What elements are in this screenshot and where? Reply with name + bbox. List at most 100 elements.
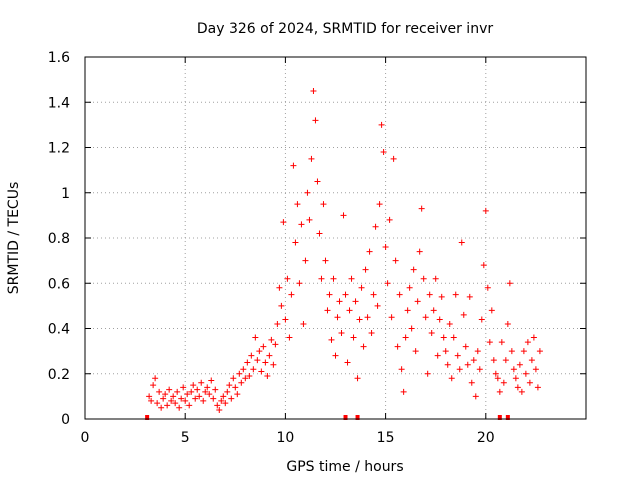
- x-tick-labels: 0 5 10 15 20: [81, 430, 495, 446]
- data-point: [304, 189, 311, 196]
- data-point: [310, 87, 317, 94]
- data-point: [314, 178, 321, 185]
- data-point: [286, 334, 293, 341]
- data-point: [220, 393, 227, 400]
- axis-ticks: [84, 56, 586, 420]
- y-tick-label: 1.2: [48, 141, 70, 157]
- data-point: [490, 357, 497, 364]
- data-point: [448, 375, 455, 382]
- chart-title: Day 326 of 2024, SRMTID for receiver inv…: [197, 21, 493, 37]
- data-point: [376, 201, 383, 208]
- data-point: [414, 298, 421, 305]
- data-point: [198, 379, 205, 386]
- data-point: [514, 384, 521, 391]
- data-point: [374, 302, 381, 309]
- data-point: [424, 370, 431, 377]
- data-point: [242, 375, 249, 382]
- data-point: [468, 379, 475, 386]
- data-point: [336, 298, 343, 305]
- data-point: [180, 384, 187, 391]
- data-point: [344, 359, 351, 366]
- data-point: [260, 343, 267, 350]
- data-point: [186, 402, 193, 409]
- data-point: [184, 391, 191, 398]
- data-point: [300, 320, 307, 327]
- data-point: [366, 248, 373, 255]
- data-point: [320, 201, 327, 208]
- data-point: [264, 373, 271, 380]
- data-point: [338, 330, 345, 337]
- data-point: [206, 391, 213, 398]
- data-point: [462, 343, 469, 350]
- data-point: [410, 266, 417, 273]
- data-point: [330, 275, 337, 282]
- data-point: [238, 379, 245, 386]
- data-point: [322, 257, 329, 264]
- data-point: [450, 334, 457, 341]
- data-point: [380, 149, 387, 156]
- data-point: [248, 352, 255, 359]
- data-point: [266, 352, 273, 359]
- data-point: [470, 357, 477, 364]
- data-point: [252, 334, 259, 341]
- data-point: [420, 275, 427, 282]
- data-point: [162, 391, 169, 398]
- data-point: [244, 359, 251, 366]
- data-point: [328, 336, 335, 343]
- data-point: [288, 291, 295, 298]
- data-point: [396, 291, 403, 298]
- data-point: [518, 388, 525, 395]
- data-point: [348, 275, 355, 282]
- data-point: [504, 320, 511, 327]
- data-point: [306, 216, 313, 223]
- data-point: [188, 388, 195, 395]
- data-point: [194, 386, 201, 393]
- data-point: [216, 406, 223, 413]
- data-point: [172, 400, 179, 407]
- data-point: [398, 366, 405, 373]
- data-point: [486, 339, 493, 346]
- data-point: [236, 370, 243, 377]
- data-point: [324, 307, 331, 314]
- data-points: [146, 87, 543, 413]
- baseline-marker: [505, 415, 510, 420]
- data-point: [274, 320, 281, 327]
- data-point: [400, 388, 407, 395]
- data-point: [382, 244, 389, 251]
- data-point: [456, 366, 463, 373]
- x-tick-label: 20: [477, 430, 495, 446]
- y-tick-label: 0.6: [48, 276, 70, 292]
- data-point: [272, 341, 279, 348]
- data-point: [496, 388, 503, 395]
- grid-lines: [85, 57, 586, 419]
- data-point: [228, 395, 235, 402]
- data-point: [362, 266, 369, 273]
- data-point: [422, 314, 429, 321]
- data-point: [318, 275, 325, 282]
- data-point: [246, 373, 253, 380]
- data-point: [440, 334, 447, 341]
- data-point: [384, 280, 391, 287]
- data-point: [312, 117, 319, 124]
- data-point: [500, 379, 507, 386]
- data-point: [276, 284, 283, 291]
- data-point: [284, 275, 291, 282]
- y-tick-label: 1.4: [48, 95, 70, 111]
- data-point: [154, 400, 161, 407]
- data-point: [442, 348, 449, 355]
- data-point: [524, 339, 531, 346]
- data-point: [502, 357, 509, 364]
- data-point: [168, 397, 175, 404]
- data-point: [522, 370, 529, 377]
- data-point: [506, 280, 513, 287]
- data-point: [388, 314, 395, 321]
- y-tick-label: 0.8: [48, 231, 70, 247]
- x-tick-label: 15: [377, 430, 395, 446]
- baseline-marker: [145, 415, 150, 420]
- data-point: [406, 284, 413, 291]
- data-point: [454, 352, 461, 359]
- data-point: [530, 334, 537, 341]
- data-point: [178, 395, 185, 402]
- data-point: [282, 316, 289, 323]
- data-point: [176, 404, 183, 411]
